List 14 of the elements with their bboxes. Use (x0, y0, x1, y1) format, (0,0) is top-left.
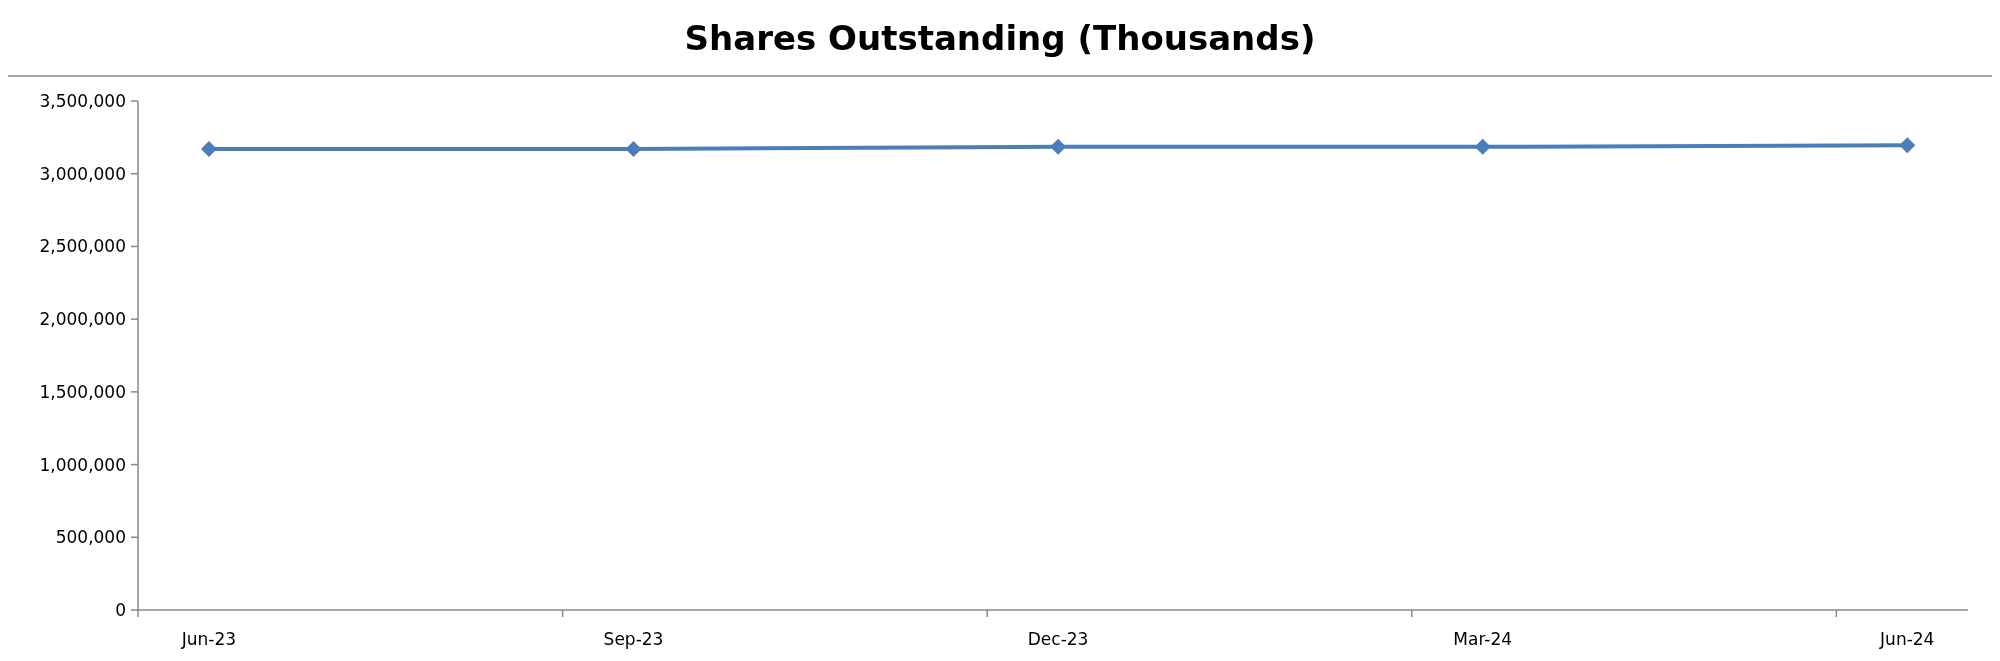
x-tick-label: Jun-23 (180, 629, 237, 649)
y-tick-label: 2,500,000 (39, 236, 126, 257)
y-tick-label: 500,000 (55, 527, 126, 548)
y-tick-label: 3,500,000 (39, 90, 126, 111)
x-tick-label: Mar-24 (1453, 629, 1513, 649)
y-tick-label: 1,500,000 (39, 381, 126, 402)
y-tick-label: 0 (115, 599, 126, 620)
chart-title: Shares Outstanding (Thousands) (684, 18, 1316, 58)
y-tick-label: 2,000,000 (39, 309, 126, 330)
x-tick-label: Dec-23 (1027, 629, 1089, 649)
x-tick-label: Sep-23 (603, 629, 664, 649)
y-tick-label: 1,000,000 (39, 454, 126, 475)
x-tick-label: Jun-24 (1879, 629, 1935, 649)
y-tick-label: 3,000,000 (39, 163, 126, 184)
